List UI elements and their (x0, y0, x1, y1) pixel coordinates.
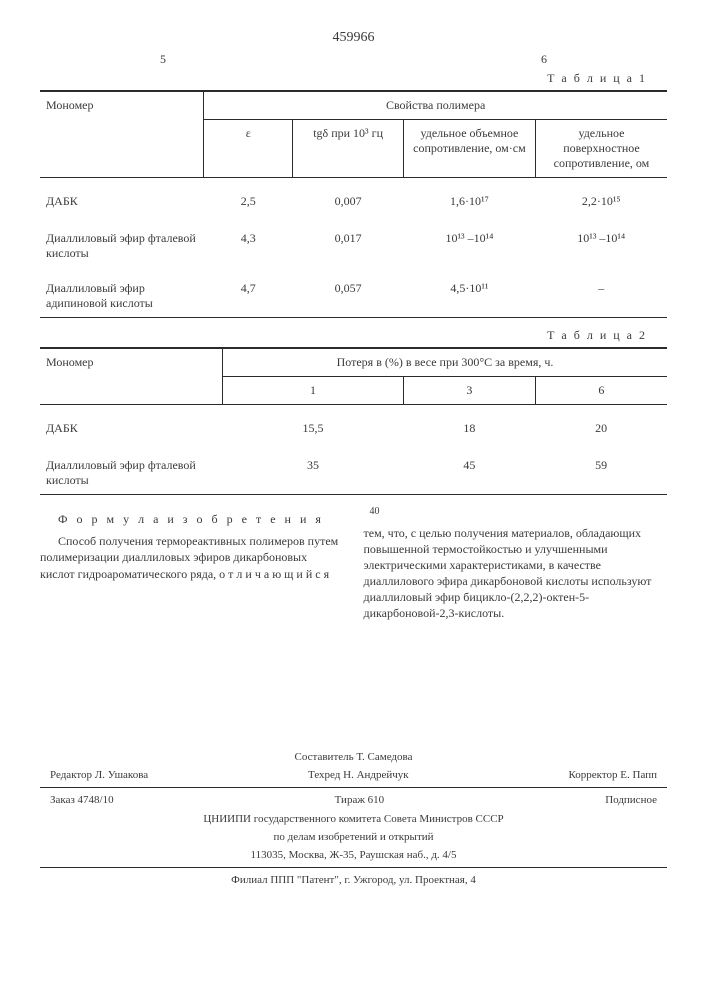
footer-podpis: Подписное (605, 793, 657, 807)
footer-addr: 113035, Москва, Ж-35, Раушская наб., д. … (40, 846, 667, 864)
t1-head-c2: tgδ при 10³ гц (293, 120, 404, 178)
footer-compiler: Составитель Т. Самедова (40, 748, 667, 766)
t1-head-monomer: Мономер (40, 91, 204, 178)
t2-head-h1: 1 (223, 377, 404, 405)
t1-r2-c2: 0,057 (293, 267, 404, 318)
t1-r1-c4: 10¹³ –10¹⁴ (535, 225, 667, 267)
footer: Составитель Т. Самедова Редактор Л. Ушак… (40, 748, 667, 890)
body-right-text: тем, что, с целью получения материалов, … (364, 525, 668, 622)
t1-r2-c3: 4,5·10¹¹ (403, 267, 535, 318)
t2-head-monomer: Мономер (40, 348, 223, 405)
footer-org1: ЦНИИПИ государственного комитета Совета … (40, 810, 667, 828)
body-left-col: Ф о р м у л а и з о б р е т е н и я Спос… (40, 505, 344, 628)
document-number: 459966 (40, 30, 667, 46)
t1-r1-m: Диаллиловый эфир фталевой кислоты (40, 225, 204, 267)
t2-head-h2: 3 (404, 377, 536, 405)
table1: Мономер Свойства полимера ε tgδ при 10³ … (40, 90, 667, 318)
t2-r0-h1: 15,5 (223, 405, 404, 453)
t1-r1-c2: 0,017 (293, 225, 404, 267)
table2-caption: Т а б л и ц а 2 (40, 328, 667, 343)
t1-r1-c3: 10¹³ –10¹⁴ (403, 225, 535, 267)
column-numbers: 5 6 (40, 52, 667, 67)
t1-head-c3: удельное объемное сопротивление, ом·см (403, 120, 535, 178)
t2-r0-h2: 18 (404, 405, 536, 453)
formula-title: Ф о р м у л а и з о б р е т е н и я (40, 511, 344, 527)
t2-head-group: Потеря в (%) в весе при 300°C за время, … (223, 348, 668, 377)
t1-head-group: Свойства полимера (204, 91, 667, 120)
t1-head-c1: ε (204, 120, 293, 178)
footer-editor: Редактор Л. Ушакова (50, 768, 148, 782)
footer-tirazh: Тираж 610 (335, 793, 385, 807)
body-right-col: 40 тем, что, с целью получения материало… (364, 505, 668, 628)
body-columns: Ф о р м у л а и з о б р е т е н и я Спос… (40, 505, 667, 628)
t1-r0-m: ДАБК (40, 178, 204, 226)
table2: Мономер Потеря в (%) в весе при 300°C за… (40, 347, 667, 495)
t2-r1-m: Диаллиловый эфир фталевой кислоты (40, 452, 223, 495)
t1-head-c4: удельное поверхностное сопротивление, ом (535, 120, 667, 178)
footer-corrector: Корректор Е. Папп (569, 768, 657, 782)
t2-r1-h3: 59 (535, 452, 667, 495)
footer-branch: Филиал ППП "Патент", г. Ужгород, ул. Про… (40, 871, 667, 889)
t1-r0-c4: 2,2·10¹⁵ (535, 178, 667, 226)
table1-caption: Т а б л и ц а 1 (40, 71, 667, 86)
col-left: 5 (160, 52, 166, 67)
t1-r1-c1: 4,3 (204, 225, 293, 267)
line-number-40: 40 (364, 505, 668, 519)
t1-r2-c1: 4,7 (204, 267, 293, 318)
t2-head-h3: 6 (535, 377, 667, 405)
t1-r2-m: Диаллиловый эфир адипиновой кислоты (40, 267, 204, 318)
col-right: 6 (541, 52, 547, 67)
t1-r0-c1: 2,5 (204, 178, 293, 226)
t2-r1-h1: 35 (223, 452, 404, 495)
t2-r1-h2: 45 (404, 452, 536, 495)
t1-r0-c2: 0,007 (293, 178, 404, 226)
footer-techred: Техред Н. Андрейчук (308, 768, 409, 782)
t1-r2-c4: – (535, 267, 667, 318)
t2-r0-h3: 20 (535, 405, 667, 453)
footer-order: Заказ 4748/10 (50, 793, 114, 807)
t2-r0-m: ДАБК (40, 405, 223, 453)
footer-org2: по делам изобретений и открытий (40, 828, 667, 846)
t1-r0-c3: 1,6·10¹⁷ (403, 178, 535, 226)
body-left-text: Способ получения термореактивных полимер… (40, 533, 344, 582)
